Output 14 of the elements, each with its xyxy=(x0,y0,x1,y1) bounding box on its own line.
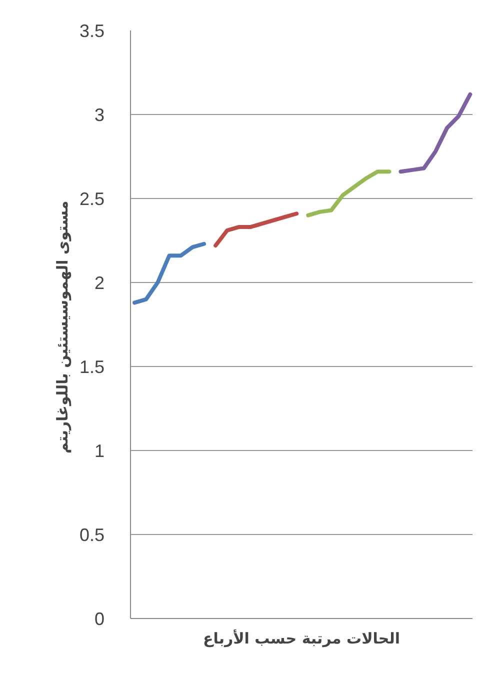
y-tick-label: 0.5 xyxy=(79,525,105,545)
y-tick-label: 2 xyxy=(94,273,105,293)
x-axis-title: الحالات مرتبة حسب الأرباع xyxy=(202,628,400,648)
y-axis-title: مستوى الهموسيستئين باللوغاريتم xyxy=(53,200,72,454)
y-tick-label: 1 xyxy=(94,441,105,461)
y-tick-label: 3 xyxy=(94,105,105,125)
line-series xyxy=(132,242,206,305)
y-tick-label: 0 xyxy=(94,609,105,629)
y-tick-label: 1.5 xyxy=(79,357,105,377)
y-tick-label: 2.5 xyxy=(79,189,105,209)
line-series xyxy=(306,170,392,218)
y-tick-label: 3.5 xyxy=(79,21,105,41)
line-series xyxy=(214,212,299,248)
line-series xyxy=(398,92,472,174)
